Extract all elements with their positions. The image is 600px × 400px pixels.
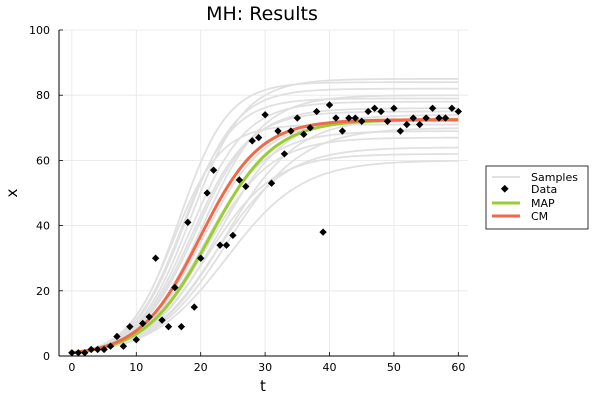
data-point <box>197 254 205 262</box>
model-lines <box>71 118 459 355</box>
data-point <box>209 166 218 174</box>
data-point <box>332 114 340 122</box>
data-point <box>428 104 437 112</box>
data-point <box>435 114 443 122</box>
data-point <box>184 218 192 227</box>
y-tick-label: 100 <box>29 24 50 37</box>
data-point <box>190 303 198 311</box>
x-axis-ticks: 0 10 20 30 40 50 60 <box>68 352 465 374</box>
data-point <box>351 114 359 122</box>
data-point <box>119 342 128 350</box>
data-point <box>441 114 450 122</box>
data-point <box>409 114 417 122</box>
data-point <box>113 332 121 341</box>
data-point <box>177 322 186 331</box>
x-tick-label: 60 <box>451 361 465 374</box>
data-point <box>377 107 385 116</box>
data-point <box>139 319 147 328</box>
x-tick-label: 10 <box>129 361 143 374</box>
data-point <box>312 107 321 116</box>
sample-line <box>71 97 459 354</box>
data-point <box>216 241 224 249</box>
data-point <box>383 117 392 125</box>
data-point <box>422 114 430 122</box>
y-tick-label: 40 <box>36 220 50 233</box>
data-point <box>293 114 301 122</box>
data-point <box>448 104 456 112</box>
data-point <box>203 189 211 197</box>
data-point <box>164 322 173 331</box>
sample-line <box>71 123 459 354</box>
x-tick-label: 30 <box>258 361 272 374</box>
data-point <box>345 114 353 122</box>
data-point <box>132 336 140 344</box>
data-point <box>126 322 134 331</box>
data-point <box>390 104 398 112</box>
data-point <box>370 104 379 112</box>
legend-map-label: MAP <box>531 197 555 210</box>
cm-line <box>71 118 459 355</box>
data-point <box>145 313 153 321</box>
data-point <box>106 342 115 350</box>
data-point <box>267 179 276 187</box>
data-series <box>68 101 463 357</box>
data-point <box>261 111 269 119</box>
data-point <box>325 101 334 109</box>
legend-samples-label: Samples <box>531 171 578 184</box>
data-point <box>229 231 237 240</box>
data-point <box>403 120 411 129</box>
x-tick-label: 50 <box>387 361 401 374</box>
legend: Samples Data MAP CM <box>485 165 589 230</box>
x-axis-label: t <box>260 377 266 395</box>
x-tick-label: 0 <box>68 361 75 374</box>
legend-cm-label: CM <box>531 210 548 223</box>
data-point <box>158 316 166 324</box>
data-point <box>300 130 308 138</box>
y-axis-label: x <box>3 188 21 197</box>
chart-title: MH: Results <box>206 3 318 25</box>
legend-data-label: Data <box>531 183 557 196</box>
x-tick-label: 40 <box>323 361 337 374</box>
data-point <box>222 241 231 249</box>
data-point <box>280 150 289 158</box>
data-point <box>171 283 179 292</box>
data-point <box>151 254 160 262</box>
y-tick-label: 0 <box>43 350 50 363</box>
y-tick-label: 60 <box>36 154 50 167</box>
data-point <box>93 345 102 354</box>
y-tick-label: 20 <box>36 285 50 298</box>
y-tick-label: 80 <box>36 89 50 102</box>
y-axis-ticks: 0 20 40 60 80 100 <box>29 24 63 363</box>
legend-box <box>485 165 589 230</box>
x-tick-label: 20 <box>194 361 208 374</box>
data-point <box>242 182 250 191</box>
data-point <box>454 107 463 116</box>
sample-line <box>71 78 459 354</box>
